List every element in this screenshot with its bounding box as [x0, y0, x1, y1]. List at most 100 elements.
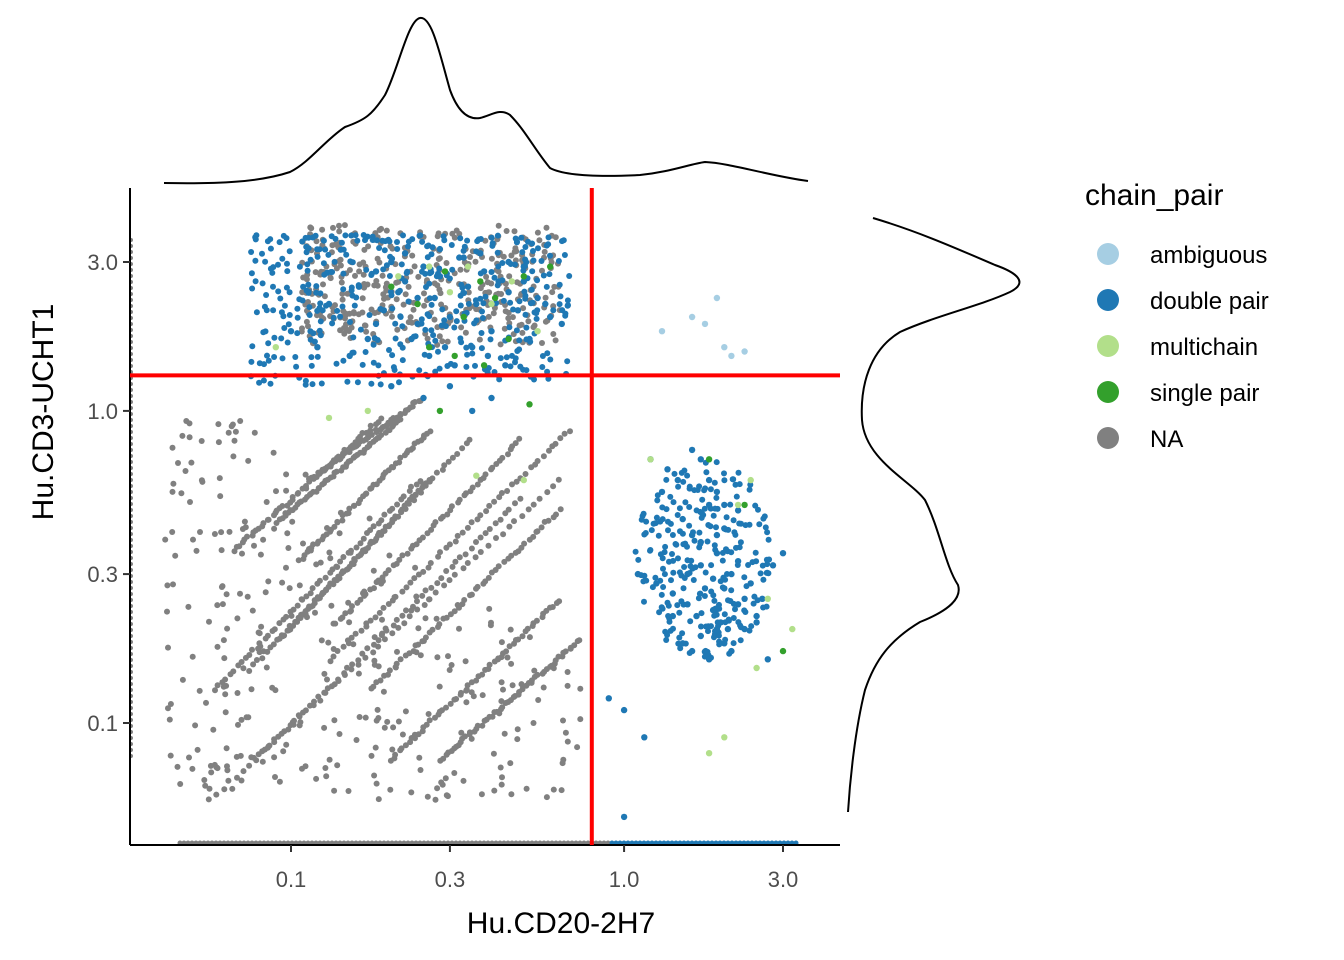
point-double-pair [529, 240, 536, 247]
point-double-pair [264, 238, 271, 245]
point-double-pair [701, 505, 708, 512]
point-double-pair [769, 562, 777, 569]
point-na [332, 620, 339, 627]
point-na [361, 281, 368, 287]
point-na [345, 510, 352, 517]
point-na [436, 255, 443, 262]
point-na [458, 729, 465, 736]
point-na [259, 655, 266, 662]
point-na [297, 719, 304, 726]
point-double-pair [762, 524, 769, 531]
point-na [485, 542, 492, 549]
point-double-pair [294, 314, 301, 321]
point-na [519, 329, 526, 336]
point-na [263, 664, 270, 671]
point-double-pair [428, 327, 435, 334]
point-na [271, 525, 278, 532]
point-multichain [272, 344, 279, 351]
point-double-pair [350, 334, 357, 341]
point-na [526, 634, 533, 641]
point-na [506, 643, 513, 650]
point-na [381, 724, 388, 731]
point-double-pair [547, 356, 554, 363]
point-double-pair [723, 514, 730, 521]
point-double-pair [550, 307, 557, 314]
point-na [375, 796, 382, 803]
point-na [318, 637, 325, 644]
point-double-pair [441, 344, 449, 351]
point-na [415, 641, 422, 648]
point-na [313, 775, 320, 782]
point-na [474, 722, 481, 729]
point-na [422, 634, 429, 641]
point-double-pair [752, 502, 759, 509]
point-multichain [364, 407, 371, 415]
point-double-pair [441, 322, 448, 329]
point-double-pair [659, 504, 666, 511]
point-double-pair [308, 354, 315, 361]
point-double-pair [436, 245, 444, 253]
point-na [380, 604, 387, 611]
point-double-pair [687, 618, 694, 625]
point-double-pair [334, 307, 341, 314]
point-na [407, 314, 414, 321]
point-multichain [789, 625, 796, 633]
point-na [298, 596, 305, 603]
point-na [462, 551, 469, 558]
point-na [313, 561, 320, 568]
point-double-pair [494, 232, 501, 239]
point-na [302, 707, 309, 714]
point-na [376, 227, 383, 233]
point-na [469, 484, 476, 491]
point-na [549, 289, 556, 296]
point-double-pair [363, 266, 370, 273]
point-na [392, 513, 399, 520]
point-na [432, 589, 439, 596]
point-double-pair [347, 319, 353, 325]
legend-swatch [1097, 335, 1119, 357]
point-na [498, 639, 505, 646]
point-double-pair [362, 349, 369, 355]
point-na [474, 583, 481, 590]
point-double-pair [267, 245, 274, 252]
point-double-pair [426, 295, 433, 302]
point-double-pair [664, 599, 671, 606]
point-na [530, 533, 537, 540]
point-na [411, 575, 418, 582]
point-double-pair [267, 380, 274, 387]
point-double-pair [305, 245, 312, 252]
point-double-pair [741, 607, 748, 614]
legend: chain_pair ambiguous double pair multichai… [1085, 179, 1269, 453]
point-single-pair [436, 407, 444, 415]
point-double-pair [270, 307, 277, 314]
point-na [486, 502, 493, 509]
point-double-pair [285, 321, 292, 328]
point-double-pair [503, 354, 510, 361]
point-na [442, 775, 449, 782]
point-double-pair [640, 578, 647, 585]
point-na [279, 579, 286, 586]
point-na [212, 687, 218, 694]
point-double-pair [405, 238, 412, 245]
point-na [239, 550, 245, 557]
point-na [524, 625, 531, 632]
point-na [165, 705, 171, 712]
point-na [175, 460, 181, 466]
point-na [232, 428, 239, 435]
point-double-pair [322, 246, 329, 253]
point-na [436, 333, 443, 340]
point-na [509, 314, 516, 321]
point-na [517, 495, 524, 502]
point-na [539, 340, 545, 346]
point-double-pair [638, 516, 645, 523]
point-na [166, 716, 173, 723]
point-na [389, 245, 396, 252]
point-na [341, 672, 348, 678]
point-double-pair [314, 344, 321, 351]
point-double-pair [654, 492, 661, 499]
point-na [186, 420, 193, 427]
point-na [312, 269, 319, 276]
point-na [485, 574, 492, 581]
point-na [438, 301, 445, 308]
point-ambiguous [728, 352, 735, 360]
